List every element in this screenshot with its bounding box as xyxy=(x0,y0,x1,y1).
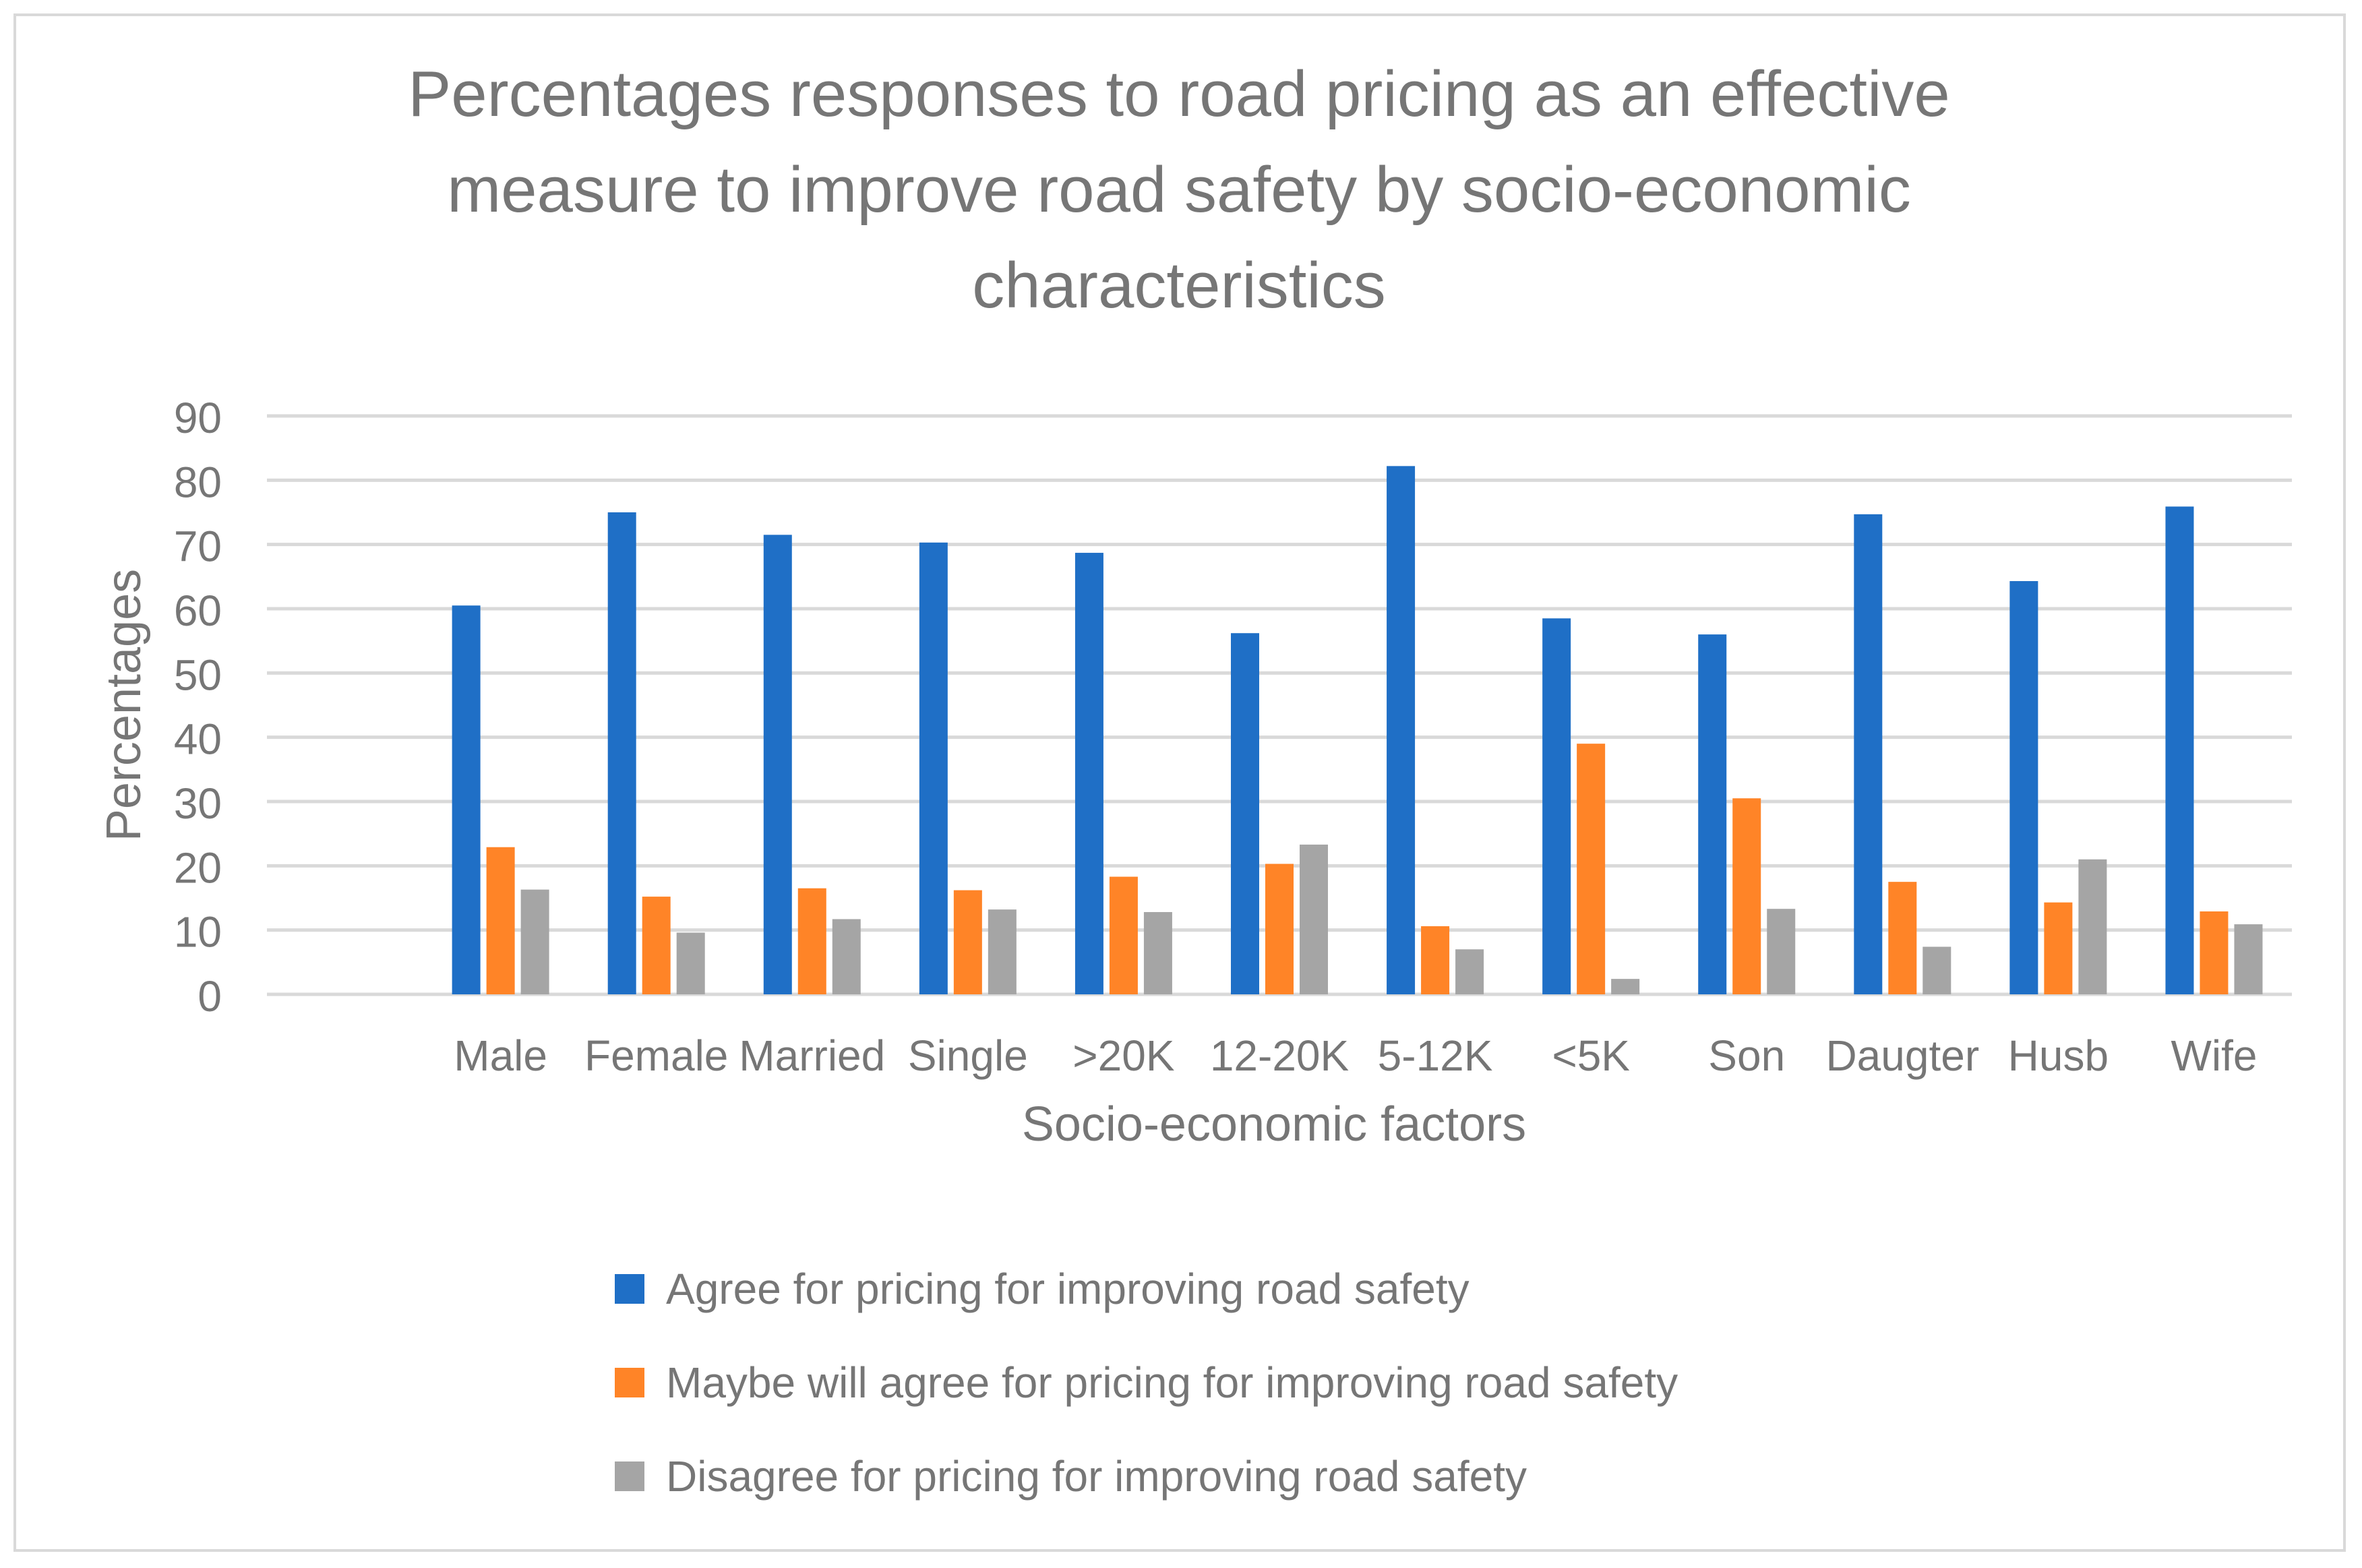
bar-1-5 xyxy=(1074,553,1103,994)
chart-svg: Percentages responses to road pricing as… xyxy=(97,58,2292,1501)
bar-1-7 xyxy=(1387,466,1416,994)
bars xyxy=(452,466,2263,994)
bar-2-8 xyxy=(1577,744,1606,994)
y-tick-label: 30 xyxy=(174,779,222,828)
bar-3-6 xyxy=(1300,844,1328,994)
bar-2-3 xyxy=(797,888,826,994)
x-tick-label: Husb xyxy=(2008,1031,2109,1080)
y-tick-label: 40 xyxy=(174,715,222,764)
legend-swatch-2 xyxy=(615,1368,644,1397)
y-tick-label: 0 xyxy=(198,972,222,1021)
bar-3-10 xyxy=(1922,946,1951,994)
bar-3-4 xyxy=(988,909,1017,994)
bar-1-11 xyxy=(2009,581,2038,994)
x-tick-label: Wife xyxy=(2171,1031,2257,1080)
bar-2-1 xyxy=(486,847,515,994)
bar-2-2 xyxy=(642,897,671,994)
bar-2-9 xyxy=(1732,798,1761,994)
bar-2-4 xyxy=(953,890,982,994)
chart-title: Percentages responses to road pricing as… xyxy=(408,58,1950,322)
bar-1-3 xyxy=(763,535,792,994)
legend-label-2: Maybe will agree for pricing for improvi… xyxy=(666,1358,1678,1407)
legend-swatch-3 xyxy=(615,1461,644,1491)
bar-3-9 xyxy=(1767,909,1796,994)
x-axis-label: Socio-economic factors xyxy=(1022,1097,1526,1151)
bar-2-7 xyxy=(1421,926,1450,994)
gridlines xyxy=(267,414,2292,996)
y-tick-label: 70 xyxy=(174,522,222,571)
y-tick-label: 50 xyxy=(174,651,222,699)
legend: Agree for pricing for improving road saf… xyxy=(615,1265,1678,1501)
bar-2-11 xyxy=(2044,902,2073,994)
bar-3-8 xyxy=(1611,979,1640,994)
x-tick-label: Son xyxy=(1708,1031,1785,1080)
y-tick-label: 60 xyxy=(174,586,222,635)
x-tick-label: Married xyxy=(739,1031,885,1080)
x-tick-label: 12-20K xyxy=(1210,1031,1349,1080)
bar-3-12 xyxy=(2234,924,2263,994)
bar-3-5 xyxy=(1143,911,1172,994)
bar-1-9 xyxy=(1698,634,1727,994)
bar-1-4 xyxy=(919,542,948,994)
y-tick-label: 90 xyxy=(174,394,222,442)
bar-1-1 xyxy=(452,605,481,994)
y-tick-label: 10 xyxy=(174,908,222,957)
legend-label-3: Disagree for pricing for improving road … xyxy=(666,1452,1527,1501)
y-tick-label: 80 xyxy=(174,458,222,506)
chart-title-line-1: Percentages responses to road pricing as… xyxy=(408,58,1950,130)
bar-1-8 xyxy=(1542,618,1571,994)
y-axis-ticks: 0 10 20 30 40 50 60 70 80 90 xyxy=(174,394,222,1021)
bar-1-2 xyxy=(607,512,636,994)
x-tick-label: Single xyxy=(908,1031,1028,1080)
chart-title-line-2: measure to improve road safety by socio-… xyxy=(447,154,1911,226)
bar-3-3 xyxy=(832,919,861,994)
bar-2-12 xyxy=(2200,911,2229,994)
bar-1-12 xyxy=(2165,506,2194,994)
bar-3-7 xyxy=(1455,949,1484,994)
legend-swatch-1 xyxy=(615,1274,644,1304)
y-tick-label: 20 xyxy=(174,843,222,892)
x-tick-label: >20K xyxy=(1072,1031,1174,1080)
x-tick-label: <5K xyxy=(1552,1031,1630,1080)
bar-3-2 xyxy=(676,932,705,994)
bar-1-10 xyxy=(1854,514,1883,994)
chart-frame: Percentages responses to road pricing as… xyxy=(13,13,2346,1552)
x-tick-label: 5-12K xyxy=(1378,1031,1493,1080)
legend-label-1: Agree for pricing for improving road saf… xyxy=(666,1265,1470,1313)
x-tick-label: Male xyxy=(454,1031,547,1080)
bar-2-6 xyxy=(1265,864,1294,994)
x-tick-label: Female xyxy=(584,1031,728,1080)
bar-2-10 xyxy=(1888,882,1917,994)
bar-3-1 xyxy=(520,889,549,994)
x-axis-ticks: Male Female Married Single >20K 12-20K 5-12K <5… xyxy=(454,1031,2257,1080)
y-axis-label: Percentages xyxy=(97,569,151,841)
bar-1-6 xyxy=(1231,633,1259,994)
x-tick-label: Daugter xyxy=(1825,1031,1979,1080)
bar-2-5 xyxy=(1109,876,1138,994)
bar-3-11 xyxy=(2078,859,2107,994)
chart-title-line-3: characteristics xyxy=(972,249,1386,322)
